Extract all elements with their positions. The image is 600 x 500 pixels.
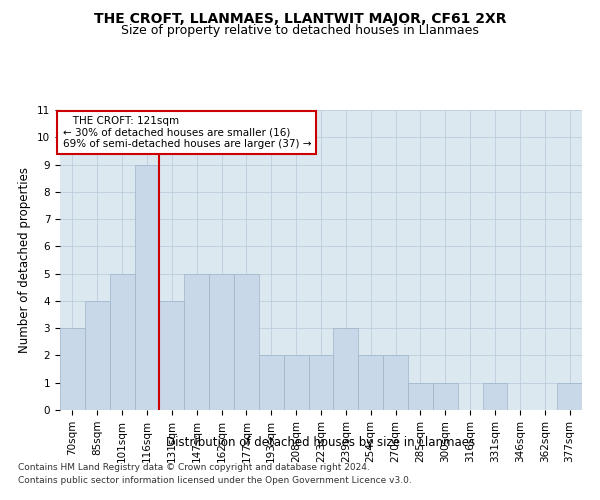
- Text: Distribution of detached houses by size in Llanmaes: Distribution of detached houses by size …: [166, 436, 476, 449]
- Bar: [383, 356, 408, 410]
- Bar: [408, 382, 433, 410]
- Text: Size of property relative to detached houses in Llanmaes: Size of property relative to detached ho…: [121, 24, 479, 37]
- Bar: [134, 164, 160, 410]
- Bar: [482, 382, 508, 410]
- Bar: [60, 328, 85, 410]
- Bar: [184, 274, 209, 410]
- Y-axis label: Number of detached properties: Number of detached properties: [19, 167, 31, 353]
- Bar: [160, 301, 184, 410]
- Text: Contains public sector information licensed under the Open Government Licence v3: Contains public sector information licen…: [18, 476, 412, 485]
- Text: THE CROFT: 121sqm   
← 30% of detached houses are smaller (16)
69% of semi-detac: THE CROFT: 121sqm ← 30% of detached hous…: [62, 116, 311, 149]
- Bar: [308, 356, 334, 410]
- Bar: [358, 356, 383, 410]
- Bar: [209, 274, 234, 410]
- Bar: [433, 382, 458, 410]
- Bar: [85, 301, 110, 410]
- Bar: [284, 356, 308, 410]
- Bar: [334, 328, 358, 410]
- Text: Contains HM Land Registry data © Crown copyright and database right 2024.: Contains HM Land Registry data © Crown c…: [18, 464, 370, 472]
- Bar: [557, 382, 582, 410]
- Bar: [259, 356, 284, 410]
- Text: THE CROFT, LLANMAES, LLANTWIT MAJOR, CF61 2XR: THE CROFT, LLANMAES, LLANTWIT MAJOR, CF6…: [94, 12, 506, 26]
- Bar: [234, 274, 259, 410]
- Bar: [110, 274, 134, 410]
